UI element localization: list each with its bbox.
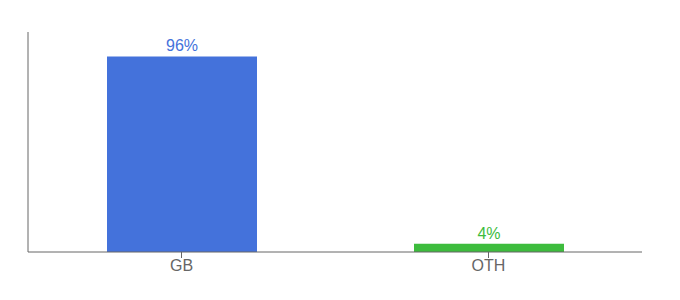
svg-text:4%: 4% — [477, 225, 500, 242]
svg-text:OTH: OTH — [472, 257, 506, 274]
svg-text:96%: 96% — [166, 37, 198, 54]
svg-text:GB: GB — [170, 257, 193, 274]
